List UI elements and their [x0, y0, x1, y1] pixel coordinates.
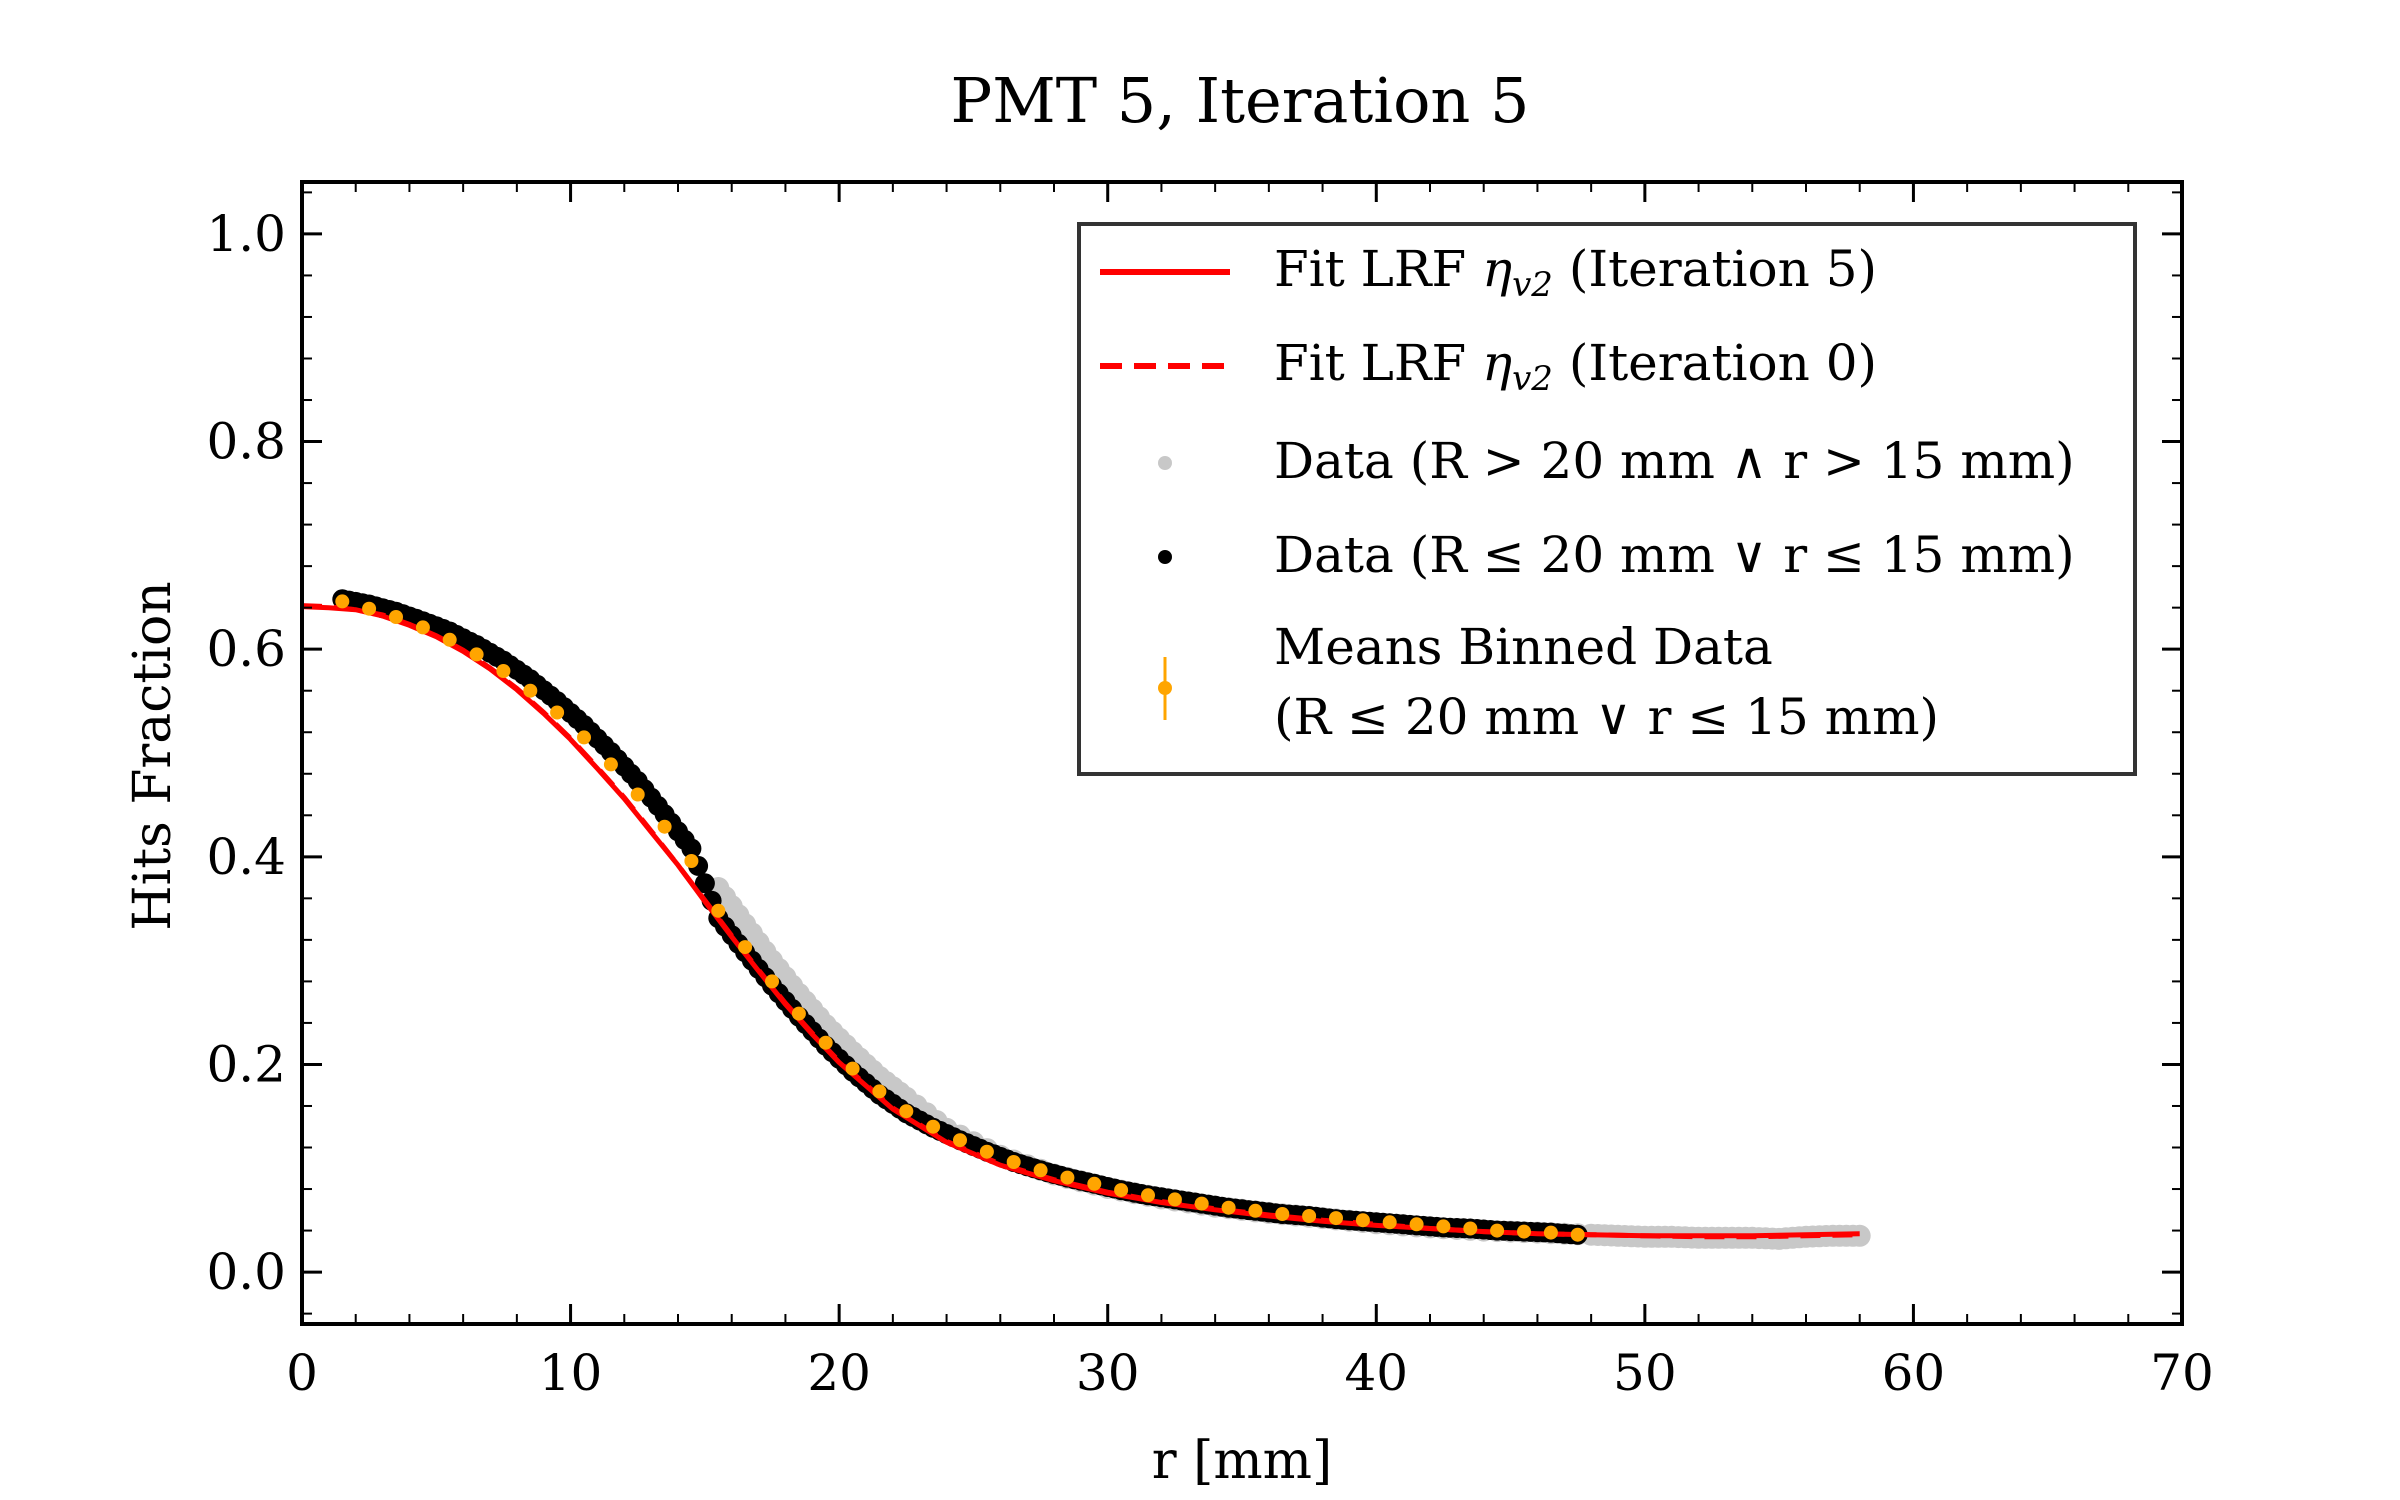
binned-mean-point: [1570, 1227, 1585, 1242]
binned-mean-point: [1141, 1188, 1155, 1203]
binned-mean-point: [630, 787, 645, 802]
y-axis-label: Hits Fraction: [123, 581, 183, 930]
binned-mean-point: [979, 1144, 994, 1159]
legend-item-means-line1: Means Binned Data: [1274, 618, 1773, 676]
binned-mean-point: [1275, 1207, 1290, 1221]
black-data-point: [594, 735, 615, 756]
binned-mean-point: [845, 1061, 860, 1076]
binned-mean-point: [442, 632, 457, 647]
binned-mean-point: [550, 705, 565, 720]
axis-ticks: [300, 182, 2184, 1324]
black-data-point: [567, 709, 588, 729]
binned-mean-point: [389, 610, 403, 624]
x-tick-label: 20: [807, 1344, 871, 1402]
binned-mean-point: [1355, 1213, 1370, 1228]
binned-mean-point: [791, 1006, 806, 1021]
legend: Fit LRF ηv2 (Iteration 5) Fit LRF ηv2 (I…: [1077, 222, 2137, 776]
legend-black-marker: [1158, 550, 1172, 564]
binned-mean-point: [1060, 1170, 1075, 1185]
legend-item-fit-iter0: Fit LRF ηv2 (Iteration 0): [1274, 334, 1877, 399]
binned-mean-point: [899, 1104, 914, 1119]
binned-mean-point: [738, 940, 753, 955]
binned-mean-point: [577, 730, 591, 745]
binned-mean-point: [1543, 1225, 1558, 1240]
binned-mean-point: [415, 620, 430, 635]
binned-mean-point: [469, 647, 484, 662]
x-tick-label: 50: [1613, 1344, 1677, 1402]
black-data-point: [540, 685, 561, 706]
y-tick-label: 0.6: [206, 620, 286, 678]
binned-mean-point: [1248, 1203, 1263, 1218]
binned-mean-point: [1167, 1192, 1182, 1207]
binned-mean-point: [1517, 1224, 1531, 1239]
y-tick-label: 0.4: [206, 828, 286, 886]
black-data-point: [694, 873, 715, 894]
grey-data-series: [707, 877, 1871, 1250]
binned-means-series: [335, 594, 1585, 1242]
binned-mean-point: [711, 903, 726, 918]
legend-item-fit-iter5: Fit LRF ηv2 (Iteration 5): [1274, 240, 1877, 305]
black-data-point: [674, 829, 695, 850]
legend-grey-marker: [1158, 456, 1172, 470]
binned-mean-point: [1382, 1215, 1397, 1230]
x-tick-label: 30: [1076, 1344, 1140, 1402]
binned-mean-point: [1221, 1200, 1236, 1215]
black-data-point: [621, 763, 641, 784]
binned-mean-point: [1114, 1183, 1129, 1198]
binned-mean-point: [818, 1035, 833, 1050]
x-axis-label: r [mm]: [1152, 1431, 1333, 1491]
legend-item-data-inner: Data (R ≤ 20 mm ∨ r ≤ 15 mm): [1274, 526, 2075, 584]
binned-mean-point: [872, 1084, 887, 1099]
binned-mean-point: [657, 819, 672, 834]
x-tick-label: 70: [2150, 1344, 2214, 1402]
legend-item-means-line2: (R ≤ 20 mm ∨ r ≤ 15 mm): [1274, 688, 1939, 746]
binned-mean-point: [335, 594, 350, 609]
binned-mean-point: [1409, 1217, 1424, 1232]
binned-mean-point: [1302, 1209, 1317, 1223]
y-tick-label: 0.0: [206, 1243, 286, 1301]
binned-mean-point: [1490, 1223, 1505, 1238]
binned-mean-point: [765, 974, 779, 989]
legend-item-data-outer: Data (R > 20 mm ∧ r > 15 mm): [1274, 432, 2075, 490]
x-tick-label: 40: [1344, 1344, 1408, 1402]
legend-orange-marker: [1158, 681, 1172, 695]
binned-mean-point: [926, 1119, 941, 1134]
plot-frame: [300, 180, 2184, 1326]
legend-box: [1077, 222, 2137, 776]
binned-mean-point: [684, 854, 699, 868]
binned-mean-point: [603, 757, 618, 772]
binned-mean-point: [496, 664, 511, 678]
x-tick-label: 10: [539, 1344, 603, 1402]
y-tick-label: 0.2: [206, 1035, 286, 1093]
x-tick-label: 0: [286, 1344, 318, 1402]
binned-mean-point: [362, 601, 377, 616]
x-tick-label: 60: [1882, 1344, 1946, 1402]
binned-mean-point: [1463, 1221, 1478, 1236]
binned-mean-point: [1436, 1219, 1451, 1234]
black-data-point: [647, 795, 668, 816]
binned-mean-point: [1329, 1211, 1343, 1226]
binned-mean-point: [1087, 1176, 1102, 1191]
chart-title: PMT 5, Iteration 5: [951, 64, 1530, 137]
binned-mean-point: [523, 683, 538, 698]
binned-mean-point: [953, 1133, 967, 1148]
binned-mean-point: [1194, 1196, 1209, 1211]
y-tick-label: 1.0: [206, 205, 286, 263]
binned-mean-point: [1033, 1163, 1048, 1178]
y-tick-label: 0.8: [206, 413, 286, 471]
binned-mean-point: [1006, 1155, 1021, 1169]
tick-labels: 0 10 20 30 40 50 60 70 0.0 0.2 0.4 0.6 0.8 1.0: [206, 205, 2213, 1402]
